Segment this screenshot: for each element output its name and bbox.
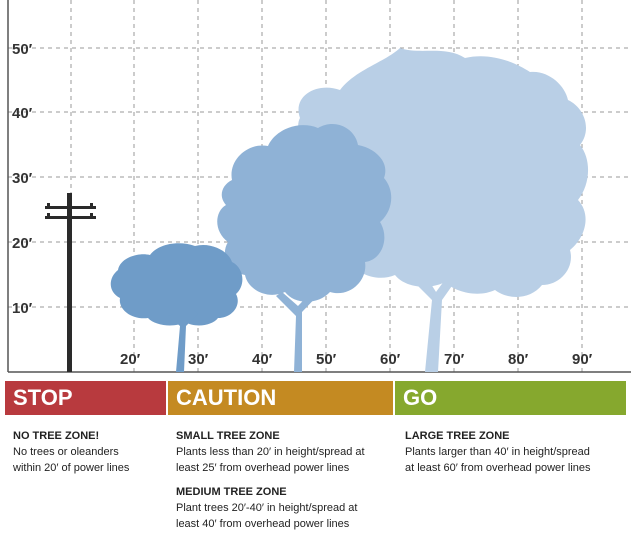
x-tick-label: 20′	[120, 351, 141, 368]
small-tree-zone-title: SMALL TREE ZONE	[176, 430, 280, 442]
medium-tree-zone-title: MEDIUM TREE ZONE	[176, 486, 287, 498]
utility-pole	[45, 193, 96, 372]
caution-medium-description: MEDIUM TREE ZONE Plant trees 20′-40′ in …	[176, 484, 391, 532]
stop-zone-bar: STOP	[5, 381, 166, 415]
stop-description: NO TREE ZONE! No trees or oleanders with…	[13, 428, 163, 476]
tree-height-diagram: 50′ 40′ 30′ 20′ 10′ 20′ 30′ 40′ 50′ 60′ …	[7, 0, 631, 373]
small-text-line: least 25′ from overhead power lines	[176, 462, 350, 474]
large-tree-zone-title: LARGE TREE ZONE	[405, 430, 510, 442]
medium-tree	[217, 124, 392, 372]
stop-text-line: within 20′ of power lines	[13, 462, 130, 474]
small-tree	[110, 243, 243, 372]
go-zone-bar: GO	[395, 381, 626, 415]
x-tick-label: 60′	[380, 351, 401, 368]
no-tree-zone-title: NO TREE ZONE!	[13, 430, 100, 442]
caution-zone-bar: CAUTION	[168, 381, 393, 415]
medium-text-line: least 40′ from overhead power lines	[176, 518, 350, 530]
medium-text-line: Plant trees 20′-40′ in height/spread at	[176, 502, 358, 514]
y-tick-label: 20′	[12, 235, 33, 252]
go-text-line: Plants larger than 40′ in height/spread	[405, 446, 590, 458]
x-tick-label: 90′	[572, 351, 593, 368]
caution-small-description: SMALL TREE ZONE Plants less than 20′ in …	[176, 428, 391, 476]
x-tick-label: 30′	[188, 351, 209, 368]
x-tick-label: 70′	[444, 351, 465, 368]
x-tick-label: 50′	[316, 351, 337, 368]
x-tick-label: 80′	[508, 351, 529, 368]
go-description: LARGE TREE ZONE Plants larger than 40′ i…	[405, 428, 625, 476]
caution-label: CAUTION	[176, 385, 277, 410]
x-tick-label: 40′	[252, 351, 273, 368]
stop-label: STOP	[13, 385, 73, 410]
stop-text-line: No trees or oleanders	[13, 446, 119, 458]
go-label: GO	[403, 385, 438, 410]
y-tick-label: 10′	[12, 300, 33, 317]
y-tick-label: 30′	[12, 170, 33, 187]
small-text-line: Plants less than 20′ in height/spread at	[176, 446, 365, 458]
y-tick-label: 40′	[12, 105, 33, 122]
y-tick-label: 50′	[12, 41, 33, 58]
go-text-line: at least 60′ from overhead power lines	[405, 462, 591, 474]
